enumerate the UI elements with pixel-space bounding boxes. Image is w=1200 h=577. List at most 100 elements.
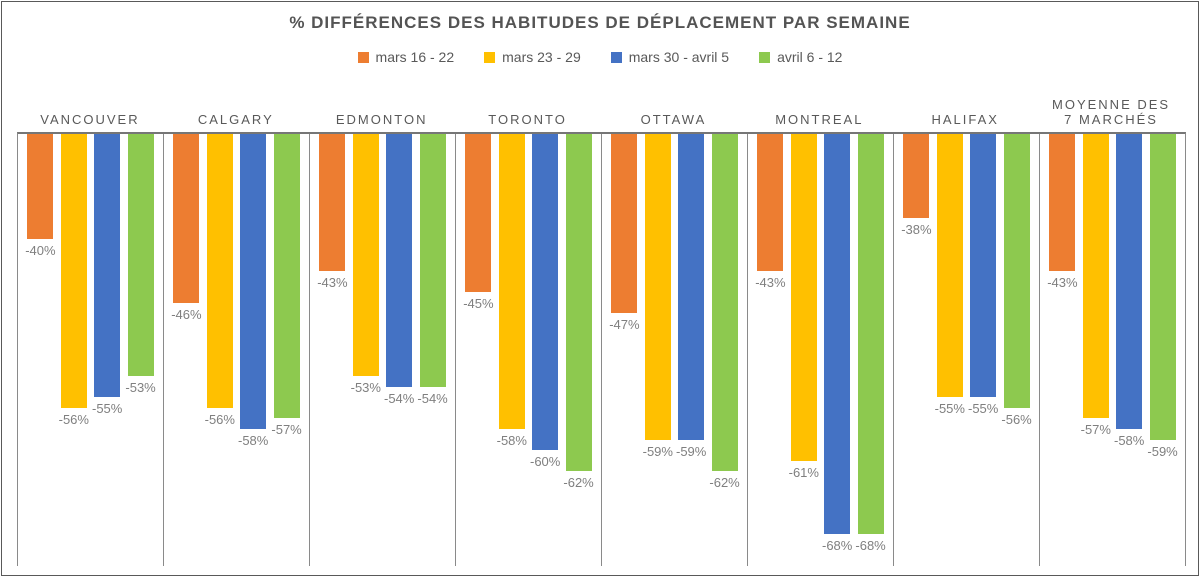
bar-column: -68%	[858, 134, 884, 553]
bar-value-label: -40%	[25, 243, 55, 258]
bar	[319, 134, 345, 271]
bar	[207, 134, 233, 408]
bar-column: -59%	[645, 134, 671, 459]
category-axis: VANCOUVERCALGARYEDMONTONTORONTOOTTAWAMON…	[17, 84, 1184, 128]
bar-group: -43%-53%-54%-54%	[310, 134, 456, 566]
legend-item: mars 16 - 22	[358, 49, 455, 65]
bar	[824, 134, 850, 534]
bar-value-label: -43%	[1047, 275, 1077, 290]
bar-column: -55%	[970, 134, 996, 416]
bar-value-label: -60%	[530, 454, 560, 469]
bar-group: -46% -56%-58%-57%	[164, 134, 310, 566]
chart-title: % DIFFÉRENCES DES HABITUDES DE DÉPLACEME…	[2, 13, 1198, 33]
bar-value-label: -54%	[384, 391, 414, 406]
legend-swatch-icon	[611, 52, 622, 63]
bar	[274, 134, 300, 418]
bar	[757, 134, 783, 271]
legend-swatch-icon	[358, 52, 369, 63]
bar-value-label: -45%	[463, 296, 493, 311]
bar	[128, 134, 154, 376]
bar	[386, 134, 412, 387]
bar-column: -58%	[1116, 134, 1142, 448]
bar-column: -61%	[791, 134, 817, 480]
bar-column: -59%	[678, 134, 704, 459]
bar-column: -54%	[386, 134, 412, 406]
bar-value-label: -43%	[755, 275, 785, 290]
bar-column: -45%	[465, 134, 491, 311]
bar-value-label: -62%	[709, 475, 739, 490]
bar-group: -40%-56%-55%-53%	[18, 134, 164, 566]
bar-column: -57%	[1083, 134, 1109, 437]
category-label: OTTAWA	[601, 84, 747, 128]
bar-value-label: -57%	[1081, 422, 1111, 437]
bar-value-label: -58%	[1114, 433, 1144, 448]
chart-frame: % DIFFÉRENCES DES HABITUDES DE DÉPLACEME…	[1, 1, 1199, 576]
bar-value-label: -56%	[205, 412, 235, 427]
bar-value-label: -54%	[417, 391, 447, 406]
bar	[61, 134, 87, 408]
legend-label: mars 23 - 29	[502, 49, 581, 65]
bar-value-label: -53%	[351, 380, 381, 395]
bar-column: -47%	[611, 134, 637, 332]
bar-group: -43%-57%-58%-59%	[1040, 134, 1185, 566]
bar-column: -58%	[499, 134, 525, 448]
bar	[240, 134, 266, 429]
bar	[1004, 134, 1030, 408]
bar-column: -46%	[173, 134, 199, 322]
bar	[678, 134, 704, 440]
legend: mars 16 - 22 mars 23 - 29 mars 30 - avri…	[2, 49, 1198, 65]
bar	[645, 134, 671, 440]
bar-value-label: -53%	[125, 380, 155, 395]
legend-label: avril 6 - 12	[777, 49, 842, 65]
bar-column: -60%	[532, 134, 558, 469]
bar-value-label: -61%	[789, 465, 819, 480]
category-label: MONTREAL	[746, 84, 892, 128]
legend-swatch-icon	[484, 52, 495, 63]
bar-value-label: -46%	[171, 307, 201, 322]
bar-column: -62%	[712, 134, 738, 490]
bar-column: -54%	[420, 134, 446, 406]
bar	[566, 134, 592, 471]
bar-column: -58%	[240, 134, 266, 448]
bar	[353, 134, 379, 376]
bar-value-label: -62%	[563, 475, 593, 490]
bar-value-label: -58%	[497, 433, 527, 448]
bar-value-label: -56%	[1001, 412, 1031, 427]
bar-group: -45% -58%-60%-62%	[456, 134, 602, 566]
bar-value-label: -55%	[92, 401, 122, 416]
bar	[1150, 134, 1176, 440]
bar-column: -55%	[937, 134, 963, 416]
bar-value-label: -57%	[271, 422, 301, 437]
bar	[173, 134, 199, 303]
category-label: EDMONTON	[309, 84, 455, 128]
legend-item: avril 6 - 12	[759, 49, 842, 65]
bar-value-label: -47%	[609, 317, 639, 332]
bar	[94, 134, 120, 397]
bar-column: -68%	[824, 134, 850, 553]
bar-value-label: -59%	[676, 444, 706, 459]
bar-value-label: -68%	[855, 538, 885, 553]
bar	[465, 134, 491, 292]
bar	[499, 134, 525, 429]
bar-column: -53%	[128, 134, 154, 395]
bar	[903, 134, 929, 218]
bar-value-label: -59%	[643, 444, 673, 459]
bar-value-label: -55%	[935, 401, 965, 416]
bar-value-label: -58%	[238, 433, 268, 448]
bar-group: -38% -55% -55% -56%	[894, 134, 1040, 566]
bar-value-label: -38%	[901, 222, 931, 237]
bar-column: -43%	[319, 134, 345, 290]
bar-value-label: -43%	[317, 275, 347, 290]
bar	[611, 134, 637, 313]
legend-swatch-icon	[759, 52, 770, 63]
category-label: HALIFAX	[892, 84, 1038, 128]
bar	[937, 134, 963, 397]
bar	[532, 134, 558, 450]
bar	[970, 134, 996, 397]
plot-area: -40%-56%-55%-53%-46%-56%-58%-57%-43%-53%…	[17, 132, 1186, 566]
bar-column: -38%	[903, 134, 929, 237]
bar-column: -43%	[1049, 134, 1075, 290]
bar	[1049, 134, 1075, 271]
category-label: VANCOUVER	[17, 84, 163, 128]
category-label: CALGARY	[163, 84, 309, 128]
